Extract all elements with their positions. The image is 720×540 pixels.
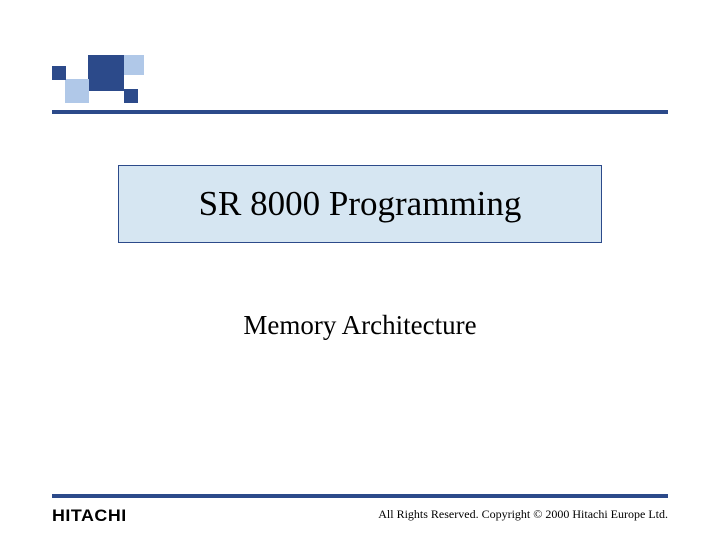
slide-title: SR 8000 Programming [199, 184, 522, 224]
copyright-text: All Rights Reserved. Copyright © 2000 Hi… [378, 507, 668, 522]
logo-square-mid-right [124, 89, 138, 103]
logo-square-mid-light [65, 79, 89, 103]
logo-square-top-right-light [124, 55, 144, 75]
logo-square-small-left [52, 66, 66, 80]
slide-subtitle: Memory Architecture [0, 310, 720, 341]
title-box: SR 8000 Programming [118, 165, 602, 243]
brand-logo-text: HITACHI [52, 506, 127, 526]
slide: SR 8000 Programming Memory Architecture … [0, 0, 720, 540]
logo-square-large [88, 55, 124, 91]
bottom-divider [52, 494, 668, 498]
top-divider [52, 110, 668, 114]
